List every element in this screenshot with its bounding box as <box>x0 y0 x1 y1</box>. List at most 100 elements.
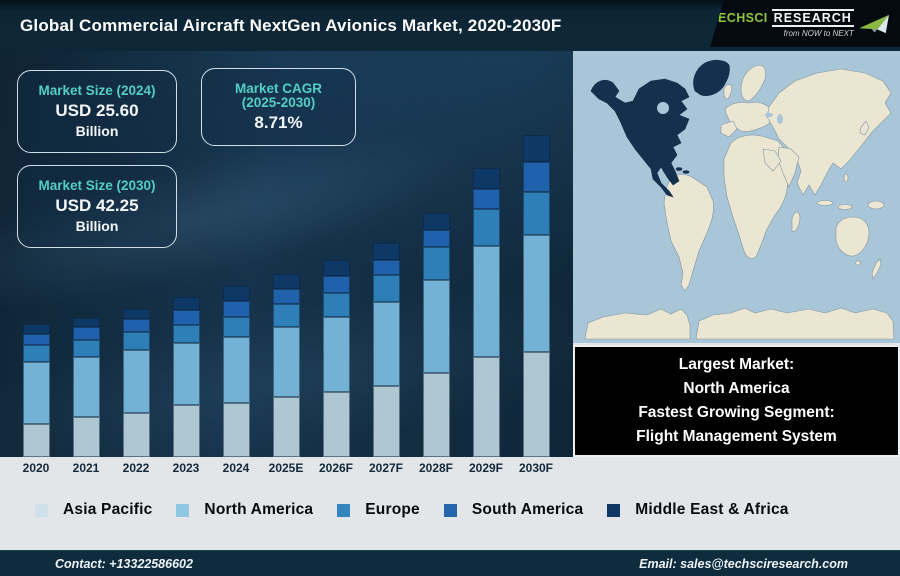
bar-segment-europe <box>372 275 400 302</box>
bar-2020 <box>22 324 50 457</box>
map-black-sea <box>765 112 773 118</box>
bar-segment-north-america <box>522 235 550 352</box>
bar-segment-middle-east-africa <box>72 318 100 327</box>
stat-title: Market CAGR <box>234 81 323 96</box>
legend-swatch <box>35 503 48 517</box>
footer: Contact: +13322586602 Email: sales@techs… <box>0 550 900 576</box>
x-axis-label: 2025E <box>268 461 304 475</box>
axis-and-legend-strip: 2020 2021 2022 2023 2024 2025E 2026F 2027F 2028F… <box>0 457 900 550</box>
x-axis-label: 2024 <box>222 461 250 475</box>
bar-segment-south-america <box>322 276 350 293</box>
map-caspian-sea <box>777 114 783 124</box>
legend-label: South America <box>471 501 584 518</box>
map-greenland-highlight <box>693 59 730 97</box>
bar-segment-north-america <box>472 246 500 357</box>
map-caribbean <box>675 167 683 171</box>
bar-segment-south-america <box>372 260 400 275</box>
legend-swatch <box>443 503 457 517</box>
stat-value: USD 42.25 <box>55 196 139 215</box>
stat-box-market-cagr: Market CAGR (2025-2030) 8.71% <box>201 68 356 146</box>
bar-segment-europe <box>272 304 300 327</box>
chart-panel: Market Size (2024) USD 25.60 Billion Mar… <box>0 51 573 457</box>
bar-segment-europe <box>472 209 500 246</box>
stat-box-market-size-2030: Market Size (2030) USD 42.25 Billion <box>17 165 177 248</box>
bar-segment-south-america <box>422 230 450 247</box>
map-hudson-bay <box>657 102 669 114</box>
legend-swatch <box>607 503 621 517</box>
legend-label: Middle East & Africa <box>635 501 789 518</box>
map-arabia <box>762 148 782 172</box>
map-south-america <box>663 174 714 292</box>
map-japan <box>859 120 870 136</box>
bar-segment-europe <box>122 332 150 350</box>
map-new-zealand <box>871 258 882 280</box>
legend-item: Asia Pacific <box>35 501 152 519</box>
map-new-guinea <box>867 200 885 210</box>
callout-line: North America <box>683 380 790 397</box>
map-madagascar <box>791 211 801 232</box>
legend-swatch <box>176 503 190 517</box>
bar-segment-north-america <box>72 357 100 417</box>
bar-2026F <box>322 260 350 457</box>
bar-segment-north-america <box>222 337 250 403</box>
bar-segment-europe <box>72 340 100 357</box>
bar-segment-asia-pacific <box>22 424 50 457</box>
bar-segment-north-america <box>272 327 300 397</box>
bar-segment-asia-pacific <box>472 357 500 457</box>
techsci-logo: TechSci Research from NOW to NEXT <box>710 0 900 47</box>
map-antarctica <box>695 307 895 340</box>
bar-segment-europe <box>222 317 250 337</box>
x-axis-label: 2028F <box>418 461 454 475</box>
map-caribbean <box>682 170 690 174</box>
stat-title: Market Size (2024) <box>38 83 156 98</box>
market-callout: Largest Market: North America Fastest Gr… <box>573 345 900 457</box>
bar-segment-south-america <box>172 310 200 325</box>
bar-segment-middle-east-africa <box>222 286 250 301</box>
bar-segment-south-america <box>22 334 50 345</box>
bar-segment-north-america <box>172 343 200 405</box>
bar-segment-south-america <box>72 327 100 340</box>
x-axis-label: 2020 <box>22 461 50 475</box>
bar-segment-asia-pacific <box>372 386 400 457</box>
stat-title: (2025-2030) <box>241 95 316 110</box>
main-content: Market Size (2024) USD 25.60 Billion Mar… <box>0 51 900 457</box>
right-column: Largest Market: North America Fastest Gr… <box>573 51 900 457</box>
bar-segment-north-america <box>122 350 150 413</box>
stat-value: USD 25.60 <box>55 101 139 120</box>
bar-segment-asia-pacific <box>522 352 550 457</box>
bar-segment-north-america <box>372 302 400 386</box>
bar-segment-europe <box>22 345 50 362</box>
footer-contact: Contact: +13322586602 <box>55 556 193 571</box>
bar-segment-south-america <box>472 189 500 209</box>
bar-2022 <box>122 309 150 457</box>
bar-2029F <box>472 168 500 457</box>
map-australia <box>835 216 870 257</box>
bar-segment-asia-pacific <box>72 417 100 457</box>
x-axis-label: 2030F <box>518 461 554 475</box>
legend-label: Europe <box>365 501 420 518</box>
logo-paper-plane-icon <box>858 14 889 33</box>
bar-segment-europe <box>422 247 450 280</box>
callout-line: Largest Market: <box>678 356 795 373</box>
x-axis-label: 2023 <box>172 461 200 475</box>
callout-line: Flight Management System <box>636 428 837 445</box>
bar-2025E <box>272 274 300 457</box>
bar-segment-middle-east-africa <box>472 168 500 189</box>
bar-segment-asia-pacific <box>122 413 150 457</box>
bar-segment-south-america <box>122 319 150 332</box>
map-indonesia <box>816 200 834 206</box>
legend-item: Middle East & Africa <box>607 501 788 519</box>
bar-segment-middle-east-africa <box>272 274 300 289</box>
chart-legend: Asia Pacific North America Europe South Ame… <box>35 501 789 519</box>
legend-item: South America <box>443 501 584 519</box>
world-map <box>573 51 900 343</box>
legend-item: Europe <box>337 501 420 519</box>
bar-2027F <box>372 243 400 457</box>
bar-segment-middle-east-africa <box>372 243 400 260</box>
bar-2021 <box>72 318 100 457</box>
logo-brand-primary: TechSci <box>710 11 768 25</box>
bar-segment-europe <box>172 325 200 343</box>
x-axis-label: 2027F <box>368 461 404 475</box>
stat-value: 8.71% <box>254 113 303 132</box>
bar-segment-south-america <box>272 289 300 304</box>
